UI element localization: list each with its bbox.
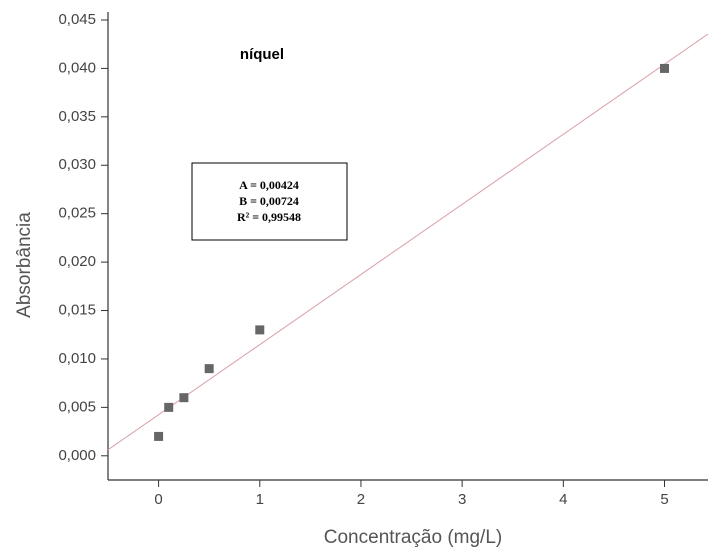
y-tick-label: 0,030	[58, 156, 96, 173]
point	[204, 364, 214, 374]
x-tick-label: 5	[660, 491, 668, 508]
point	[154, 431, 164, 441]
point	[179, 393, 189, 403]
y-tick-label: 0,005	[58, 398, 96, 415]
annotation: B = 0,00724	[239, 194, 299, 208]
point	[255, 325, 265, 335]
x-tick-label: 3	[458, 491, 466, 508]
x-tick-label: 2	[357, 491, 365, 508]
y-tick-label: 0,000	[58, 447, 96, 464]
chart-title: níquel	[240, 46, 284, 63]
y-tick-label: 0,040	[58, 59, 96, 76]
annotation-box	[191, 162, 348, 241]
fit-line	[107, 33, 708, 451]
y-tick-label: 0,025	[58, 205, 96, 222]
y-tick-label: 0,010	[58, 350, 96, 367]
annotation: A = 0,00424	[239, 178, 299, 192]
x-tick-label: 1	[256, 491, 264, 508]
y-tick-label: 0,035	[58, 108, 96, 125]
y-tick-label: 0,045	[58, 11, 96, 28]
x-axis-label: Concentração (mg/L)	[324, 527, 502, 548]
point	[659, 63, 669, 73]
point	[164, 402, 174, 412]
y-tick-label: 0,015	[58, 301, 96, 318]
x-tick-label: 4	[559, 491, 567, 508]
y-axis-label: Absorbância	[14, 212, 35, 318]
x-tick-label: 0	[154, 491, 162, 508]
annotation: R² = 0,99548	[237, 210, 301, 224]
y-tick-label: 0,020	[58, 253, 96, 270]
